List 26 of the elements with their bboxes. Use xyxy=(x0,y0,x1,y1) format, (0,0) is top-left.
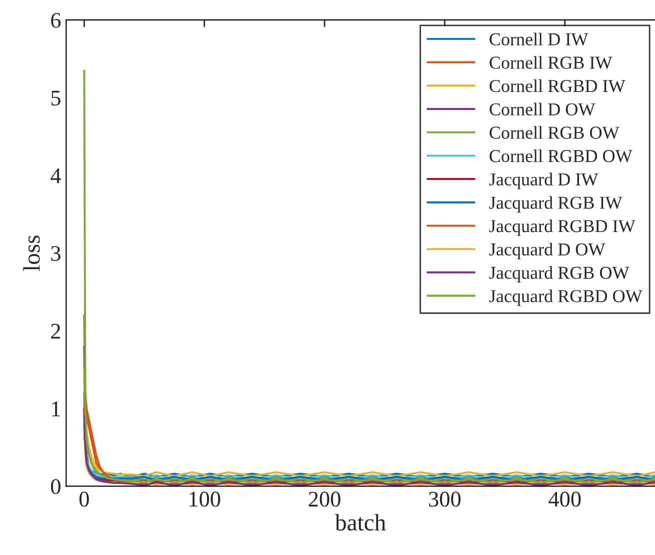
legend-label: Cornell D IW xyxy=(490,32,588,46)
x-axis-title: batch xyxy=(335,514,386,531)
x-tick-label: 0 xyxy=(79,492,89,507)
legend-label: Cornell RGBD OW xyxy=(490,149,632,162)
x-tick-label: 300 xyxy=(429,492,461,507)
legend-label: Jacquard D OW xyxy=(489,242,606,260)
legend-label: Cornell RGB IW xyxy=(490,56,612,69)
x-tick-label: 200 xyxy=(308,492,340,507)
legend-label: Cornell RGB OW xyxy=(490,126,620,139)
legend-label: Jacquard D IW xyxy=(489,172,598,190)
y-axis-title: loss xyxy=(23,236,40,271)
x-tick-label: 400 xyxy=(548,492,581,507)
y-tick-label: 2 xyxy=(51,324,60,338)
legend-label: Jacquard RGB IW xyxy=(489,196,622,213)
y-tick-label: 0 xyxy=(51,479,60,494)
y-tick-label: 6 xyxy=(51,12,61,28)
y-tick-label: 5 xyxy=(51,90,60,106)
y-tick-label: 4 xyxy=(50,168,61,184)
y-tick-label: 1 xyxy=(52,402,60,416)
legend-label: Cornell D OW xyxy=(490,102,596,116)
legend-label: Jacquard RGB OW xyxy=(489,266,630,283)
legend-label: Cornell RGBD IW xyxy=(490,79,626,92)
y-tick-label: 3 xyxy=(51,246,60,262)
x-tick-label: 100 xyxy=(190,492,220,507)
legend-label: Jacquard RGBD IW xyxy=(489,219,636,236)
legend-label: Jacquard RGBD OW xyxy=(489,290,642,306)
